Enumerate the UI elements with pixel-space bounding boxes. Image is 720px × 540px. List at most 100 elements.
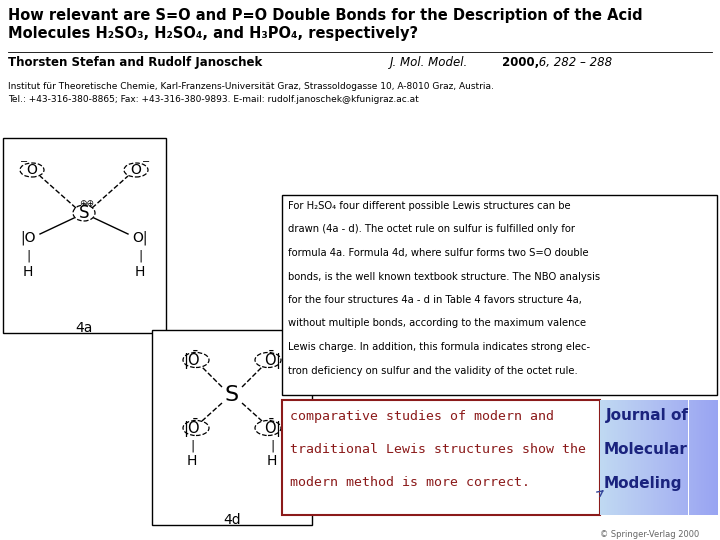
Bar — [638, 400, 639, 515]
Bar — [613, 400, 614, 515]
Bar — [640, 400, 642, 515]
Bar — [622, 400, 624, 515]
Bar — [626, 400, 627, 515]
Text: formula 4a. Formula 4d, where sulfur forms two S=O double: formula 4a. Formula 4d, where sulfur for… — [288, 248, 589, 258]
Bar — [690, 400, 691, 515]
Text: 6, 282 – 288: 6, 282 – 288 — [535, 56, 612, 69]
Text: J. Mol. Model.: J. Mol. Model. — [390, 56, 468, 69]
Bar — [707, 400, 708, 515]
Bar — [629, 400, 631, 515]
Bar — [693, 400, 694, 515]
Text: |$\bar{\mathrm{O}}$: |$\bar{\mathrm{O}}$ — [183, 348, 201, 372]
Text: Lewis charge. In addition, this formula indicates strong elec-: Lewis charge. In addition, this formula … — [288, 342, 590, 352]
Bar — [657, 400, 658, 515]
Bar — [696, 400, 697, 515]
Text: without multiple bonds, according to the maximum valence: without multiple bonds, according to the… — [288, 319, 586, 328]
Bar — [606, 400, 607, 515]
Bar — [636, 400, 638, 515]
Text: $\bar{\mathrm{O}}$|: $\bar{\mathrm{O}}$| — [264, 416, 280, 440]
Text: H: H — [23, 265, 33, 279]
Text: |O: |O — [20, 231, 36, 245]
Bar — [651, 400, 652, 515]
Text: S: S — [78, 204, 89, 222]
Bar — [681, 400, 683, 515]
Bar — [660, 400, 662, 515]
Bar — [673, 400, 675, 515]
Text: for the four structures 4a - d in Table 4 favors structure 4a,: for the four structures 4a - d in Table … — [288, 295, 582, 305]
Bar — [694, 400, 696, 515]
Bar — [711, 400, 712, 515]
Bar — [601, 400, 603, 515]
Bar — [609, 400, 611, 515]
Bar — [282, 400, 600, 515]
Bar — [649, 400, 651, 515]
Bar — [671, 400, 672, 515]
Bar — [662, 400, 664, 515]
Text: |: | — [138, 249, 142, 262]
Bar — [612, 400, 613, 515]
Text: Molecular: Molecular — [604, 442, 688, 457]
Bar — [611, 400, 612, 515]
Text: Journal of: Journal of — [606, 408, 689, 423]
Bar — [677, 400, 678, 515]
Bar — [647, 400, 649, 515]
Text: Thorsten Stefan and Rudolf Janoschek: Thorsten Stefan and Rudolf Janoschek — [8, 56, 262, 69]
Bar — [666, 400, 667, 515]
Bar — [684, 400, 685, 515]
Bar — [619, 400, 620, 515]
Text: Institut für Theoretische Chemie, Karl-Franzens-Universität Graz, Strassoldogass: Institut für Theoretische Chemie, Karl-F… — [8, 82, 494, 91]
Text: modern method is more correct.: modern method is more correct. — [290, 476, 530, 489]
Bar — [655, 400, 657, 515]
Bar — [642, 400, 644, 515]
Bar — [608, 400, 609, 515]
Bar — [607, 400, 608, 515]
Text: Tel.: +43-316-380-8865; Fax: +43-316-380-9893. E-mail: rudolf.janoschek@kfunigra: Tel.: +43-316-380-8865; Fax: +43-316-380… — [8, 95, 419, 104]
Bar — [652, 400, 653, 515]
Bar — [665, 400, 666, 515]
Text: drawn (4a - d). The octet rule on sulfur is fulfilled only for: drawn (4a - d). The octet rule on sulfur… — [288, 225, 575, 234]
Text: bonds, is the well known textbook structure. The NBO analysis: bonds, is the well known textbook struct… — [288, 272, 600, 281]
Text: S: S — [225, 385, 239, 405]
Bar — [152, 330, 312, 525]
Bar — [658, 400, 659, 515]
Bar — [679, 400, 680, 515]
Bar — [712, 400, 714, 515]
Bar — [691, 400, 692, 515]
Text: tron deficiency on sulfur and the validity of the octet rule.: tron deficiency on sulfur and the validi… — [288, 366, 577, 375]
Bar — [653, 400, 654, 515]
Bar — [645, 400, 646, 515]
Text: 4a: 4a — [76, 321, 93, 335]
Text: |: | — [190, 440, 194, 453]
Bar — [600, 400, 601, 515]
Text: © Springer-Verlag 2000: © Springer-Verlag 2000 — [600, 530, 699, 539]
Bar — [621, 400, 622, 515]
Text: |$\bar{\mathrm{O}}$: |$\bar{\mathrm{O}}$ — [183, 416, 201, 440]
Bar — [675, 400, 677, 515]
Bar — [625, 400, 626, 515]
Bar — [698, 400, 699, 515]
Bar — [639, 400, 640, 515]
Bar — [668, 400, 670, 515]
Text: O: O — [27, 163, 37, 177]
Text: $\bar{\mathrm{O}}$|: $\bar{\mathrm{O}}$| — [264, 348, 280, 372]
Bar — [667, 400, 668, 515]
Text: |: | — [26, 249, 30, 262]
Bar — [706, 400, 707, 515]
Text: Molecules H₂SO₃, H₂SO₄, and H₃PO₄, respectively?: Molecules H₂SO₃, H₂SO₄, and H₃PO₄, respe… — [8, 26, 418, 41]
Bar — [714, 400, 716, 515]
Bar — [716, 400, 717, 515]
Bar — [708, 400, 710, 515]
Bar — [282, 195, 717, 395]
Bar — [664, 400, 665, 515]
Text: comparative studies of modern and: comparative studies of modern and — [290, 410, 554, 423]
Bar — [618, 400, 619, 515]
Text: ⊕⊕: ⊕⊕ — [79, 199, 94, 207]
Text: O|: O| — [132, 231, 148, 245]
Bar — [680, 400, 681, 515]
Bar — [633, 400, 634, 515]
Bar — [670, 400, 671, 515]
Bar — [627, 400, 629, 515]
Text: traditional Lewis structures show the: traditional Lewis structures show the — [290, 443, 586, 456]
Bar — [3, 138, 166, 333]
Bar — [624, 400, 625, 515]
